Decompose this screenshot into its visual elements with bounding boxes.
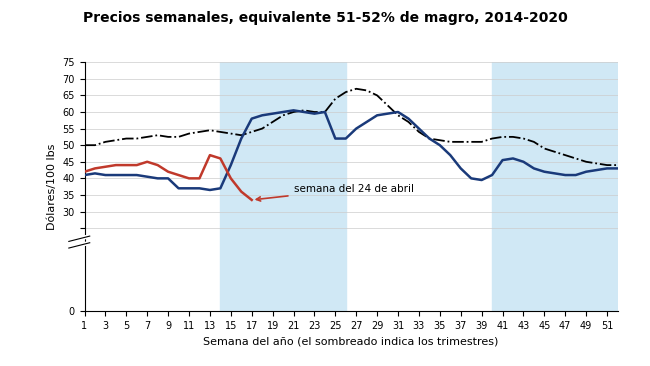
2020 xyxy=(237,190,245,194)
2019 xyxy=(122,173,130,177)
2014-2018 xyxy=(332,97,339,101)
2020 xyxy=(133,163,140,167)
2020 xyxy=(196,176,203,180)
2020 xyxy=(216,156,224,161)
2014-2018 xyxy=(614,163,621,167)
2014-2018 xyxy=(122,137,130,141)
2020 xyxy=(91,166,99,171)
2020 xyxy=(112,163,120,167)
Bar xyxy=(220,62,346,311)
2020 xyxy=(122,163,130,167)
2020 xyxy=(248,198,255,202)
2019 xyxy=(206,188,214,192)
2019 xyxy=(81,173,88,177)
Line: 2014-2018: 2014-2018 xyxy=(84,89,618,165)
2014-2018 xyxy=(436,138,444,142)
X-axis label: Semana del año (el sombreado indica los trimestres): Semana del año (el sombreado indica los … xyxy=(203,336,499,346)
2019 xyxy=(279,110,287,114)
2020 xyxy=(154,163,162,167)
2020 xyxy=(175,173,183,177)
2020 xyxy=(164,169,172,174)
2019 xyxy=(614,166,621,171)
2020 xyxy=(81,169,88,174)
2019 xyxy=(352,126,360,131)
2020 xyxy=(227,176,235,180)
2020 xyxy=(101,165,109,169)
Text: semana del 24 de abril: semana del 24 de abril xyxy=(256,184,413,201)
2020 xyxy=(185,176,193,180)
2019 xyxy=(426,137,434,141)
Line: 2020: 2020 xyxy=(84,155,252,200)
2014-2018 xyxy=(373,93,381,98)
2019 xyxy=(447,153,454,157)
Line: 2019: 2019 xyxy=(84,110,618,190)
Text: Precios semanales, equivalente 51-52% de magro, 2014-2020: Precios semanales, equivalente 51-52% de… xyxy=(83,11,567,25)
2014-2018 xyxy=(603,163,611,167)
2014-2018 xyxy=(352,87,360,91)
2020 xyxy=(143,160,151,164)
Bar xyxy=(492,62,618,311)
2019 xyxy=(384,112,391,116)
2019 xyxy=(290,108,298,112)
2020 xyxy=(206,153,214,157)
2014-2018 xyxy=(415,130,423,134)
2014-2018 xyxy=(81,143,88,147)
2014-2018 xyxy=(268,120,276,124)
Y-axis label: Dólares/100 lbs: Dólares/100 lbs xyxy=(47,143,57,230)
